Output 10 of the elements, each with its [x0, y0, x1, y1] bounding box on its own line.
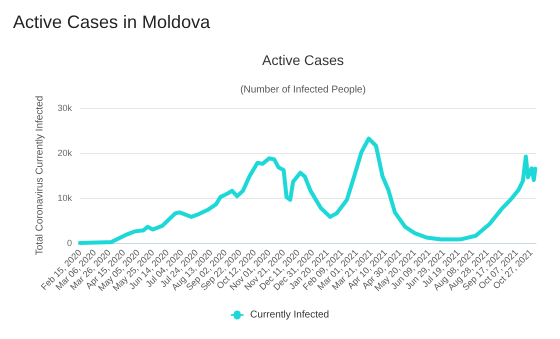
y-tick-label: 20k: [57, 148, 72, 158]
y-tick-label: 10k: [57, 193, 72, 203]
y-axis-title: Total Coronavirus Currently Infected: [34, 96, 46, 256]
legend-label: Currently Infected: [250, 310, 330, 320]
line-series: [78, 136, 538, 245]
text: Active Cases in Moldova: [13, 12, 212, 32]
chart-title: Active Cases: [262, 52, 344, 68]
y-tick-label: 0: [66, 238, 72, 248]
y-tick-label: 30k: [57, 103, 72, 113]
chart-subtitle: (Number of Infected People): [240, 84, 366, 96]
